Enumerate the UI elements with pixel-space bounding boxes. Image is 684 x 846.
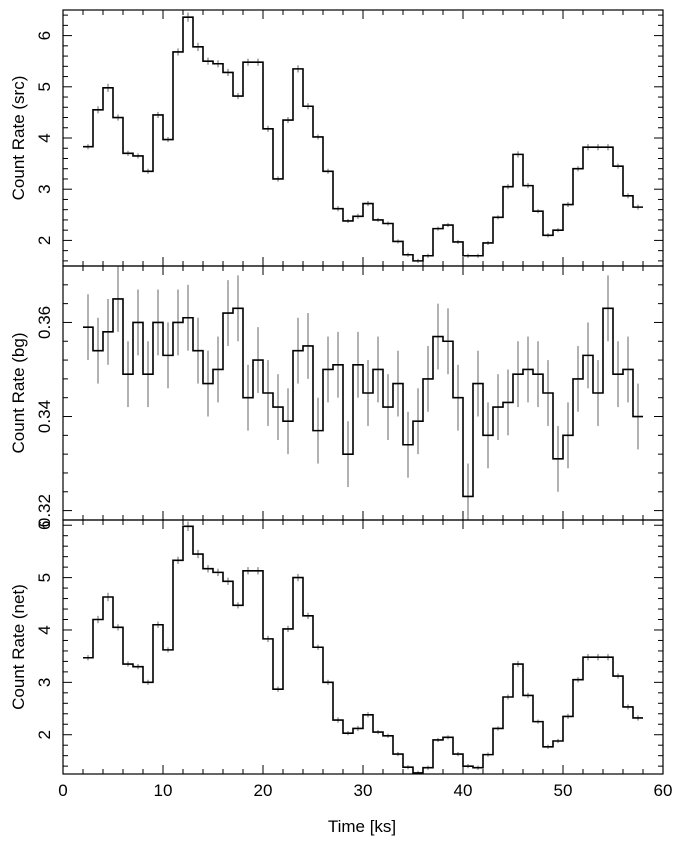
- y-tick-label: 3: [35, 184, 54, 193]
- x-tick-label: 20: [254, 781, 273, 800]
- y-tick-label: 5: [35, 82, 54, 91]
- y-tick-label: 6: [35, 31, 54, 40]
- step-line-bg: [83, 298, 643, 498]
- y-tick-label: 0.32: [35, 494, 54, 527]
- panel-src: 2 3 4 5 6 Count Rate (src): [9, 9, 664, 267]
- x-tick-label: 30: [354, 781, 373, 800]
- panel-net: 2 3 4 5 6 Count Rate (net): [9, 519, 664, 775]
- x-tick-label: 40: [454, 781, 473, 800]
- y-tick-label: 0.36: [35, 306, 54, 339]
- y-tick-label: 3: [35, 678, 54, 687]
- y-axis-title-src: Count Rate (src): [9, 76, 28, 201]
- error-bars-net: [87, 521, 639, 774]
- panels-layer: 2 3 4 5 6 Count Rate (src) 0.32 0.34 0.36 Count R…: [9, 9, 673, 800]
- x-tick-label: 60: [654, 781, 673, 800]
- panel-bg: 0.32 0.34 0.36 Count Rate (bg): [9, 265, 664, 527]
- y-tick-label: 0.34: [35, 400, 54, 433]
- y-tick-label: 5: [35, 573, 54, 582]
- y-tick-label: 6: [35, 521, 54, 530]
- error-bars-bg: [87, 266, 639, 520]
- step-line-net: [83, 525, 643, 774]
- y-tick-label: 2: [35, 236, 54, 245]
- error-bars-src: [87, 12, 639, 263]
- x-tick-label: 10: [154, 781, 173, 800]
- x-tick-label: 0: [58, 781, 67, 800]
- y-axis-title-bg: Count Rate (bg): [9, 333, 28, 454]
- x-tick-label: 50: [554, 781, 573, 800]
- y-tick-label: 4: [35, 625, 54, 634]
- step-line-src: [83, 16, 643, 262]
- x-axis-title: Time [ks]: [328, 817, 396, 836]
- y-tick-label: 4: [35, 133, 54, 142]
- y-axis-title-net: Count Rate (net): [9, 584, 28, 710]
- y-tick-label: 2: [35, 730, 54, 739]
